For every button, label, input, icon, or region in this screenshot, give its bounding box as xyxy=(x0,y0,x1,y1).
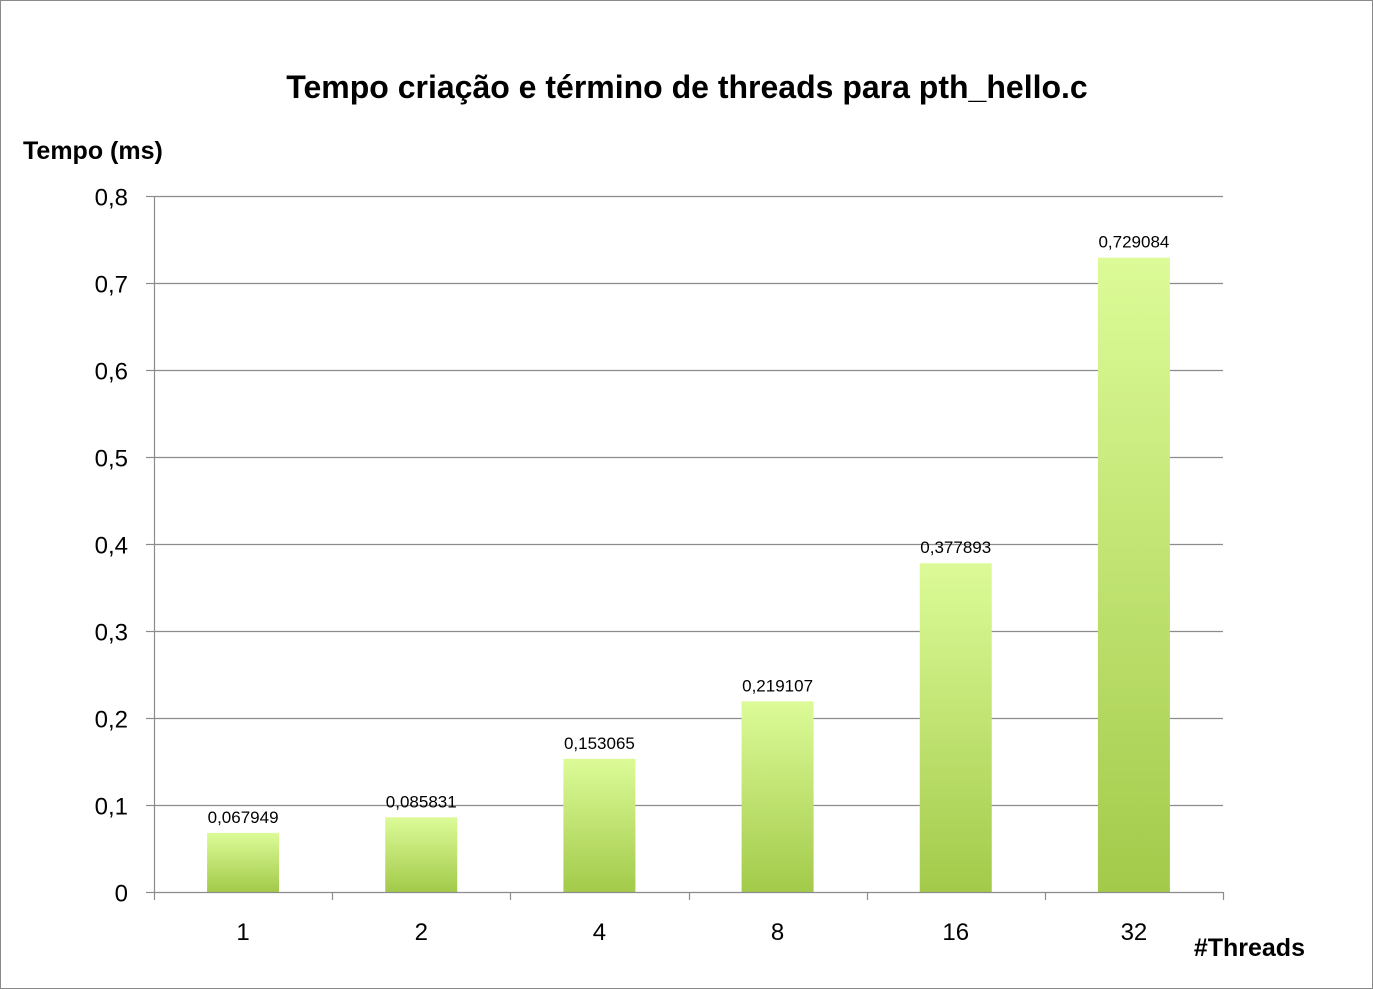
x-axis-label: #Threads xyxy=(1194,934,1305,962)
y-tick-label: 0,4 xyxy=(95,533,128,560)
y-tick-label: 0,2 xyxy=(95,707,128,734)
data-label: 0,085831 xyxy=(386,792,457,811)
x-tick-label: 2 xyxy=(415,919,428,946)
y-axis-label: Tempo (ms) xyxy=(23,137,163,165)
y-tick-label: 0,5 xyxy=(95,446,128,473)
bar xyxy=(207,832,280,892)
bars xyxy=(207,257,1170,893)
axes xyxy=(146,195,1225,900)
y-tick-label: 0,3 xyxy=(95,620,128,647)
labels: 0 0,1 0,2 0,3 0,4 0,5 0,6 0,7 0,8 0,067949 0,08583… xyxy=(95,185,1170,947)
data-label: 0,729084 xyxy=(1098,233,1169,252)
y-tick-label: 0,8 xyxy=(95,185,128,212)
y-tick-label: 0 xyxy=(115,881,128,908)
bar xyxy=(741,701,814,892)
x-tick-label: 4 xyxy=(593,919,606,946)
bar xyxy=(563,758,636,892)
data-label: 0,219107 xyxy=(742,676,813,695)
bar xyxy=(385,817,458,892)
y-tick-label: 0,6 xyxy=(95,359,128,386)
data-label: 0,153065 xyxy=(564,734,635,753)
y-tick-label: 0,1 xyxy=(95,794,128,821)
bar xyxy=(1097,257,1170,893)
data-label: 0,067949 xyxy=(208,808,279,827)
y-tick-label: 0,7 xyxy=(95,272,128,299)
x-tick-label: 16 xyxy=(942,919,969,946)
bar xyxy=(919,563,992,892)
x-tick-label: 8 xyxy=(771,919,784,946)
x-tick-label: 1 xyxy=(236,919,249,946)
data-label: 0,377893 xyxy=(920,538,991,557)
chart-title: Tempo criação e término de threads para … xyxy=(286,69,1087,105)
gridlines xyxy=(154,195,1223,807)
x-tick-label: 32 xyxy=(1121,919,1148,946)
